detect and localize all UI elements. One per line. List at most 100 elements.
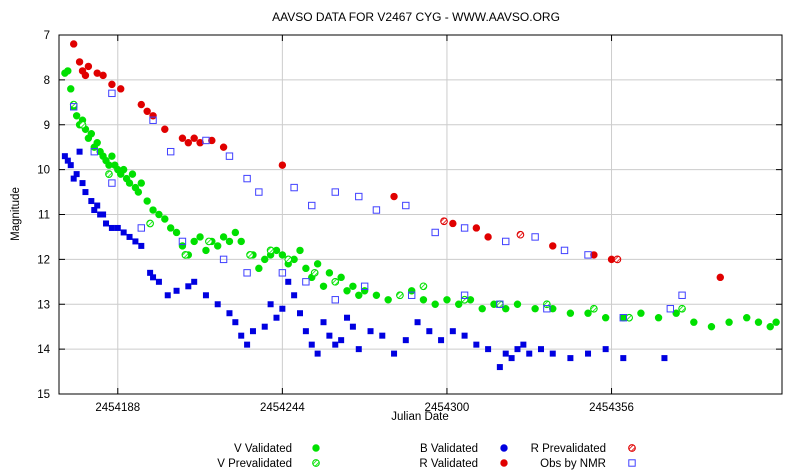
data-point xyxy=(337,273,345,282)
data-point xyxy=(225,152,234,160)
data-point xyxy=(214,242,222,250)
x-tick-label: 2454188 xyxy=(95,402,140,414)
data-point xyxy=(549,305,557,313)
data-point xyxy=(313,260,322,268)
data-point xyxy=(73,171,80,178)
data-point xyxy=(690,318,698,326)
data-point xyxy=(120,229,127,236)
series-r-prevalidated xyxy=(440,217,622,264)
data-point xyxy=(278,161,287,169)
data-point xyxy=(302,264,310,273)
data-point xyxy=(355,192,363,201)
data-point xyxy=(226,310,233,317)
data-point xyxy=(147,269,154,276)
data-point xyxy=(149,112,157,120)
data-point xyxy=(297,310,303,317)
y-tick-label: 12 xyxy=(37,254,50,266)
data-point xyxy=(426,328,433,335)
data-point xyxy=(244,341,251,348)
data-point xyxy=(261,255,269,264)
axis-ticks xyxy=(59,35,782,394)
data-point xyxy=(484,233,492,241)
data-point xyxy=(255,264,263,273)
data-point xyxy=(620,355,627,362)
y-tick-label: 9 xyxy=(44,120,50,132)
data-point xyxy=(219,233,228,241)
x-tick-label: 2454244 xyxy=(260,402,305,414)
data-point xyxy=(155,278,162,285)
data-point xyxy=(126,233,133,240)
data-point xyxy=(181,251,190,259)
data-point xyxy=(460,224,469,232)
data-point xyxy=(349,323,356,330)
data-point xyxy=(672,309,680,317)
data-point xyxy=(625,313,634,322)
legend-label: Obs by NMR xyxy=(540,458,606,470)
data-point xyxy=(461,332,468,339)
legend-marker-r-validated xyxy=(500,459,508,467)
legend-marker-obs-by-nmr xyxy=(628,459,636,467)
data-point xyxy=(531,305,539,313)
data-point xyxy=(161,215,169,223)
x-tick-label: 2454300 xyxy=(425,402,470,414)
y-tick-label: 10 xyxy=(37,165,50,177)
data-point xyxy=(81,71,90,80)
data-point xyxy=(419,296,428,304)
data-point xyxy=(114,224,121,231)
data-point xyxy=(538,346,544,353)
data-point xyxy=(379,332,386,339)
data-point xyxy=(75,58,84,66)
data-point xyxy=(637,309,645,317)
data-point xyxy=(103,220,110,227)
x-axis-label: Julian Date xyxy=(391,411,449,423)
y-tick-label: 15 xyxy=(37,389,50,401)
data-point xyxy=(78,120,87,129)
data-point xyxy=(743,314,751,322)
data-point xyxy=(308,201,316,210)
data-point xyxy=(296,246,304,255)
legend-label: V Prevalidated xyxy=(217,458,292,470)
data-point xyxy=(94,202,101,209)
data-point xyxy=(320,319,327,326)
data-point xyxy=(455,300,463,308)
data-point xyxy=(407,291,416,299)
data-point xyxy=(67,162,74,169)
data-point xyxy=(508,355,515,362)
data-point xyxy=(166,224,175,232)
data-point xyxy=(278,269,287,277)
data-point xyxy=(149,116,157,124)
data-point xyxy=(478,305,486,313)
legend-label: B Validated xyxy=(420,443,478,455)
data-point xyxy=(134,188,143,196)
data-point xyxy=(237,237,245,246)
series-v-prevalidated xyxy=(69,100,686,322)
data-point xyxy=(613,255,622,264)
data-point xyxy=(72,112,81,120)
data-point xyxy=(310,268,319,277)
data-point xyxy=(449,328,456,335)
data-point xyxy=(543,300,551,309)
data-point xyxy=(460,291,469,299)
data-point xyxy=(108,179,116,187)
data-point xyxy=(431,228,439,237)
data-point xyxy=(128,170,137,178)
data-point xyxy=(273,314,280,321)
data-point xyxy=(119,165,128,174)
data-point xyxy=(590,251,598,259)
data-point xyxy=(419,282,428,291)
data-point xyxy=(79,180,86,187)
legend-label: R Prevalidated xyxy=(531,443,606,455)
chart-title: AAVSO DATA FOR V2467 CYG - WWW.AAVSO.ORG xyxy=(272,10,560,24)
data-point xyxy=(443,296,451,304)
data-point xyxy=(100,211,107,218)
data-point xyxy=(402,201,410,210)
data-point xyxy=(516,230,525,239)
data-point xyxy=(196,139,204,147)
data-point xyxy=(513,300,522,308)
series-obs-by-nmr xyxy=(69,89,686,322)
data-point xyxy=(166,147,175,156)
data-point xyxy=(279,305,286,312)
data-point xyxy=(184,139,193,147)
data-point xyxy=(108,152,116,160)
data-point xyxy=(302,278,310,286)
